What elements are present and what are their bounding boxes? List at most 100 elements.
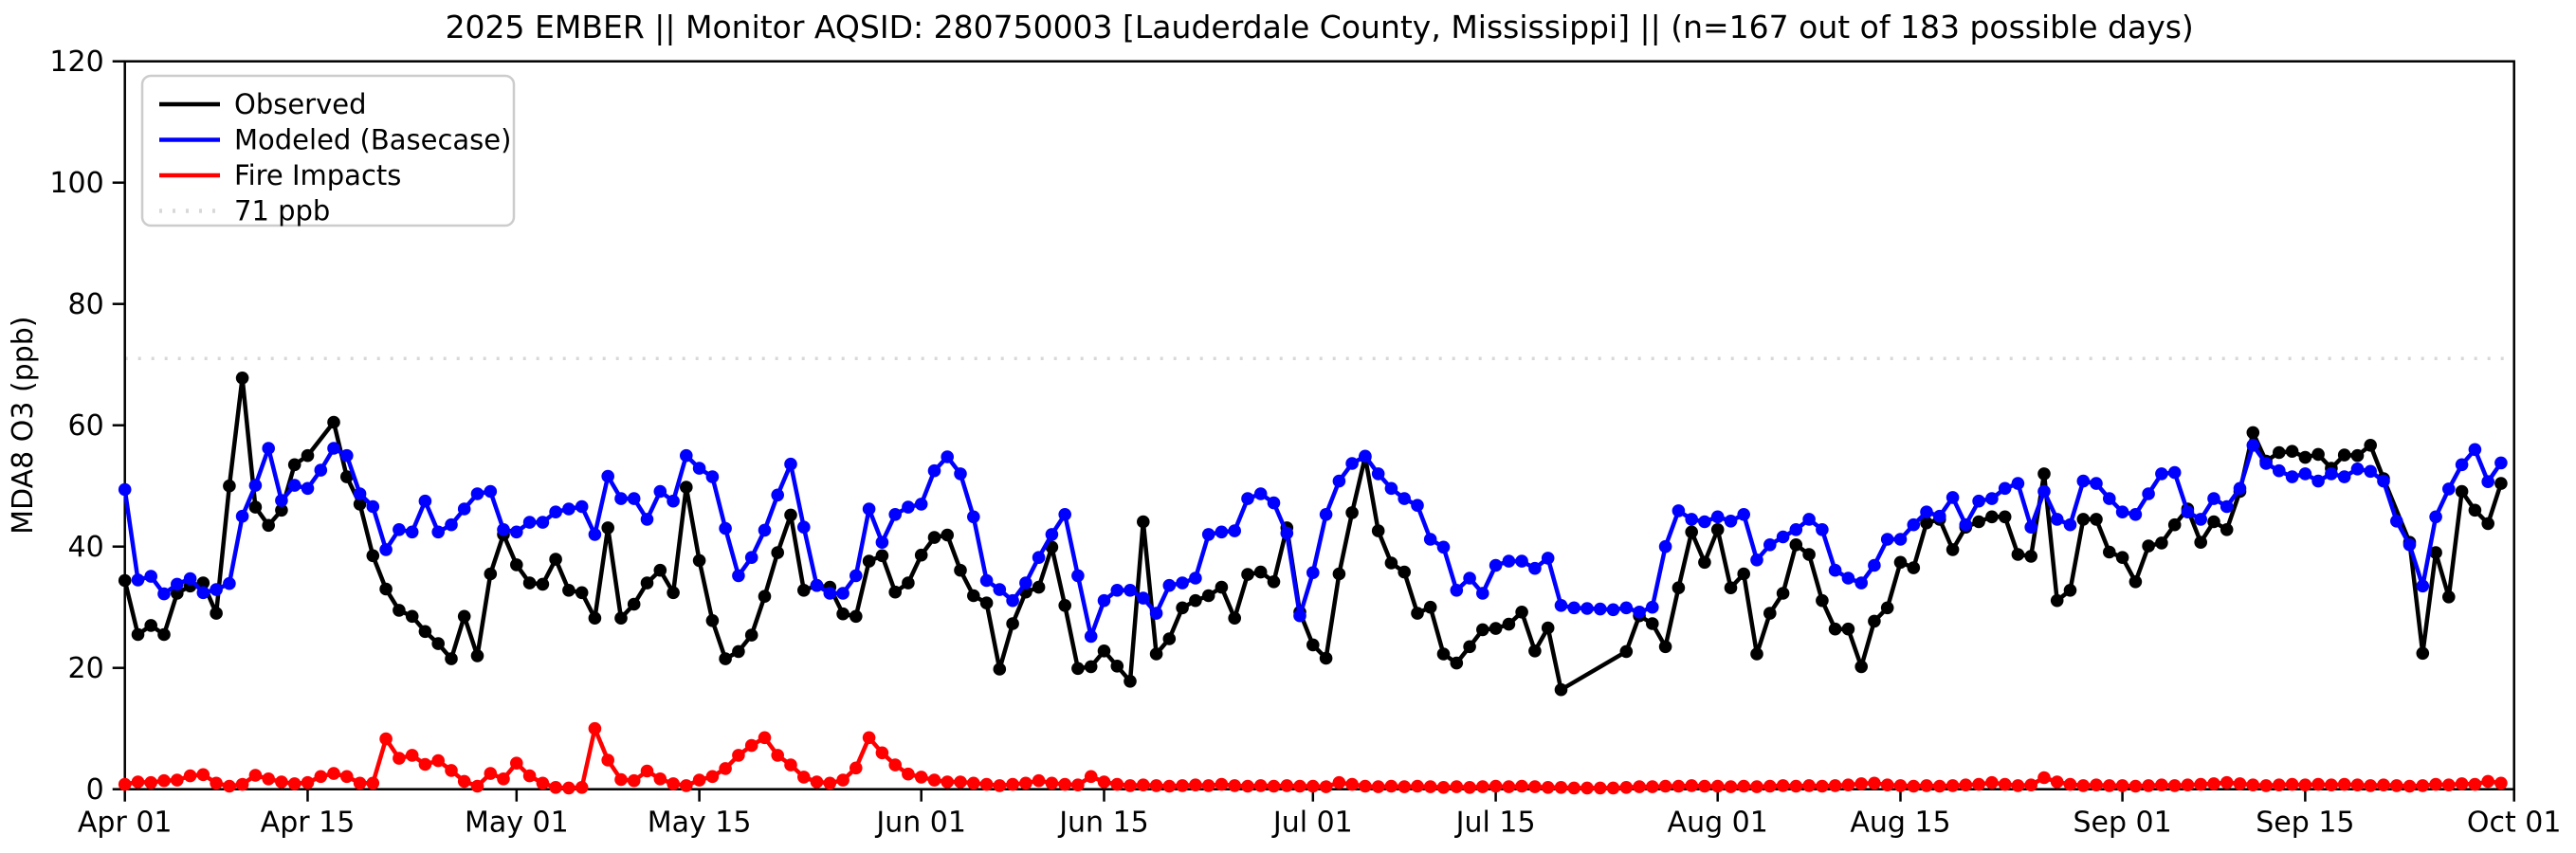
series-marker bbox=[1371, 467, 1385, 481]
series-marker bbox=[536, 577, 550, 591]
series-marker bbox=[275, 494, 288, 507]
series-marker bbox=[1201, 589, 1215, 603]
series-marker bbox=[836, 587, 850, 600]
series-marker bbox=[1541, 552, 1555, 565]
series-marker bbox=[927, 531, 941, 544]
series-marker bbox=[353, 498, 367, 511]
series-marker bbox=[1071, 569, 1085, 583]
series-marker bbox=[705, 614, 720, 627]
series-marker bbox=[1606, 603, 1620, 617]
series-marker bbox=[2194, 513, 2207, 526]
series-marker bbox=[719, 652, 732, 665]
series-marker bbox=[1750, 554, 1763, 567]
series-marker bbox=[914, 548, 928, 562]
series-marker bbox=[2337, 470, 2351, 483]
series-marker bbox=[1802, 548, 1816, 561]
series-marker bbox=[1476, 780, 1489, 793]
series-marker bbox=[1058, 508, 1071, 521]
series-marker bbox=[1084, 629, 1098, 644]
series-marker bbox=[2220, 523, 2234, 536]
series-marker bbox=[1162, 632, 1177, 645]
series-marker bbox=[1619, 601, 1634, 615]
series-marker bbox=[784, 758, 797, 771]
series-marker bbox=[2402, 538, 2417, 552]
series-marker bbox=[2468, 443, 2482, 457]
series-marker bbox=[223, 779, 236, 793]
series-marker bbox=[1828, 779, 1842, 792]
series-marker bbox=[171, 577, 184, 591]
series-marker bbox=[2298, 450, 2312, 464]
series-marker bbox=[510, 525, 523, 539]
series-marker bbox=[1554, 599, 1568, 612]
series-marker bbox=[1189, 778, 1202, 791]
series-marker bbox=[2076, 513, 2091, 526]
series-marker bbox=[1215, 525, 1229, 539]
series-marker bbox=[1750, 647, 1763, 661]
series-marker bbox=[2103, 779, 2116, 792]
series-marker bbox=[1972, 494, 1985, 508]
series-marker bbox=[1724, 515, 1738, 528]
series-marker bbox=[327, 415, 340, 429]
series-marker bbox=[1619, 781, 1634, 794]
series-marker bbox=[262, 518, 276, 533]
series-marker bbox=[2429, 546, 2442, 559]
series-marker bbox=[2115, 551, 2129, 564]
series-marker bbox=[1489, 558, 1503, 572]
series-marker bbox=[692, 462, 706, 475]
series-marker bbox=[1097, 593, 1111, 608]
series-marker bbox=[2115, 779, 2129, 792]
series-marker bbox=[771, 749, 784, 762]
series-marker bbox=[1998, 510, 2012, 524]
series-marker bbox=[2181, 505, 2195, 518]
y-tick-label: 80 bbox=[68, 288, 104, 321]
series-marker bbox=[1253, 487, 1268, 500]
series-marker bbox=[719, 762, 732, 775]
series-marker bbox=[2024, 520, 2037, 534]
series-marker bbox=[927, 773, 941, 787]
series-marker bbox=[2246, 778, 2260, 791]
series-marker bbox=[1880, 778, 1894, 791]
series-marker bbox=[744, 738, 758, 753]
series-marker bbox=[993, 583, 1007, 596]
series-marker bbox=[1450, 780, 1464, 793]
series-marker bbox=[1646, 780, 1659, 793]
series-marker bbox=[1215, 580, 1229, 594]
series-marker bbox=[171, 773, 184, 787]
series-marker bbox=[810, 775, 824, 789]
series-marker bbox=[1580, 602, 1594, 615]
series-marker bbox=[967, 510, 980, 524]
series-marker bbox=[1946, 543, 1960, 556]
series-marker bbox=[1776, 530, 1790, 544]
series-marker bbox=[1189, 572, 1202, 585]
series-marker bbox=[484, 484, 498, 499]
series-marker bbox=[1071, 662, 1085, 676]
series-marker bbox=[2416, 579, 2430, 593]
series-marker bbox=[914, 498, 928, 511]
series-marker bbox=[366, 499, 380, 514]
series-marker bbox=[2364, 779, 2377, 792]
series-marker bbox=[667, 586, 680, 600]
series-marker bbox=[862, 554, 876, 568]
series-marker bbox=[2429, 510, 2442, 524]
series-marker bbox=[2011, 477, 2025, 490]
series-marker bbox=[1594, 602, 1607, 616]
series-marker bbox=[575, 586, 589, 600]
series-marker bbox=[1463, 781, 1476, 794]
series-marker bbox=[118, 573, 132, 588]
series-marker bbox=[379, 543, 393, 556]
series-marker bbox=[314, 463, 328, 477]
series-marker bbox=[1959, 778, 1973, 791]
series-marker bbox=[1384, 556, 1398, 570]
series-marker bbox=[562, 781, 575, 795]
x-tick-label: Apr 15 bbox=[261, 807, 356, 840]
series-marker bbox=[758, 523, 772, 537]
series-marker bbox=[497, 772, 510, 786]
series-marker bbox=[2481, 517, 2494, 531]
series-marker bbox=[653, 484, 667, 499]
series-marker bbox=[457, 502, 471, 516]
series-marker bbox=[1371, 524, 1385, 537]
series-marker bbox=[340, 770, 354, 784]
series-marker bbox=[667, 494, 680, 508]
series-marker bbox=[680, 481, 693, 494]
series-marker bbox=[1280, 526, 1294, 540]
